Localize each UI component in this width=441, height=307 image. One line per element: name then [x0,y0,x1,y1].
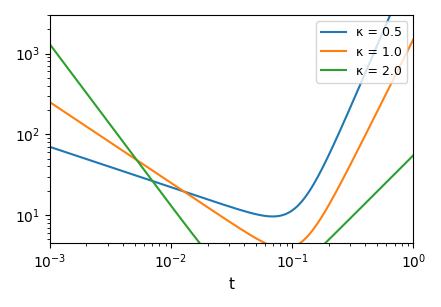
κ = 2.0 [255,290,260,293]
κ = 2.0 [214,262,220,266]
Legend: κ = 0.5, κ = 1.0, κ = 2.0: κ = 0.5, κ = 1.0, κ = 2.0 [316,21,407,83]
X-axis label: t: t [228,277,235,292]
Line: κ = 2.0: κ = 2.0 [50,44,413,292]
κ = 2.0 [411,154,416,157]
κ = 0.5 [214,201,220,204]
κ = 2.0 [66,67,71,71]
κ = 2.0 [400,164,406,168]
κ = 2.0 [224,273,229,276]
κ = 2.0 [400,164,405,168]
κ = 1.0 [47,100,52,104]
κ = 1.0 [282,247,287,250]
κ = 0.5 [270,215,275,218]
κ = 2.0 [333,231,339,234]
κ = 1.0 [224,218,229,222]
κ = 0.5 [333,137,339,141]
Line: κ = 0.5: κ = 0.5 [50,0,413,216]
κ = 1.0 [214,212,220,216]
κ = 1.0 [411,37,416,41]
κ = 2.0 [47,42,52,46]
κ = 1.0 [66,113,71,116]
Line: κ = 1.0: κ = 1.0 [50,39,413,248]
κ = 0.5 [47,145,52,149]
κ = 1.0 [333,190,339,193]
κ = 0.5 [224,204,229,208]
κ = 0.5 [66,151,71,155]
κ = 1.0 [400,58,406,62]
κ = 1.0 [400,59,405,62]
